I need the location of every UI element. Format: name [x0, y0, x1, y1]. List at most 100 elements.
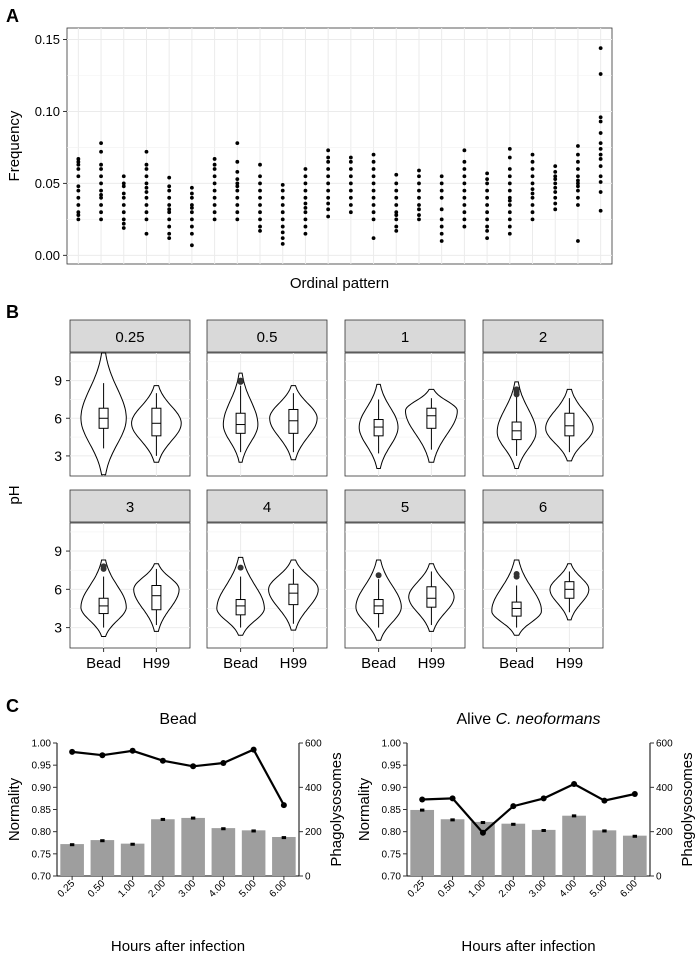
data-point — [121, 221, 126, 226]
data-point — [258, 195, 262, 200]
data-point — [235, 217, 240, 222]
error-bar — [160, 817, 166, 821]
data-point — [76, 203, 81, 207]
data-point — [212, 210, 217, 215]
data-point — [439, 224, 444, 229]
data-point — [394, 203, 399, 207]
data-point — [598, 72, 603, 76]
x-tick-label: H99 — [418, 655, 446, 672]
data-point — [348, 167, 353, 171]
data-point — [121, 191, 126, 196]
normality-bar — [440, 819, 465, 876]
data-point — [485, 188, 490, 193]
data-point — [258, 181, 262, 186]
data-point — [99, 162, 103, 167]
facet-4: 4 Bead H99 — [206, 489, 328, 672]
data-point — [76, 162, 81, 167]
y-axis-label-left: Normality — [356, 777, 373, 841]
box-iqr — [288, 583, 299, 606]
error-bar — [450, 818, 455, 822]
data-point — [167, 207, 172, 212]
y-tick-label-left: 0.90 — [32, 783, 52, 794]
y-tick-label-right: 200 — [656, 827, 673, 838]
data-point — [348, 174, 353, 179]
error-bar — [100, 839, 105, 843]
data-point — [394, 213, 399, 217]
box-iqr — [151, 585, 162, 611]
data-point — [371, 195, 376, 200]
facet-0.5: 0.5 — [206, 319, 328, 477]
data-point — [485, 171, 490, 176]
error-bar — [571, 814, 577, 818]
phagolysosome-point — [69, 748, 76, 755]
facet-3: 3 3 6 9 Bead H99 — [54, 489, 191, 672]
y-tick-label-left: 0.95 — [32, 761, 52, 772]
x-tick-label: 1.00 — [116, 878, 138, 900]
data-point — [348, 188, 353, 193]
data-point — [280, 241, 285, 246]
facet-strip — [344, 489, 466, 523]
data-point — [189, 205, 194, 210]
normality-bar — [211, 828, 236, 876]
y-tick-label-left: 0.70 — [382, 872, 402, 883]
data-point — [167, 224, 172, 229]
facet-0.25: 0.25 3 6 9 — [54, 319, 191, 477]
panel-label-c: C — [6, 696, 19, 716]
y-axis-label-left: Normality — [6, 777, 23, 841]
data-point — [76, 195, 81, 200]
data-point — [303, 201, 308, 206]
data-point — [598, 115, 603, 120]
phagolysosome-point — [449, 795, 456, 802]
phagolysosome-line — [71, 748, 285, 806]
data-point — [371, 159, 376, 164]
data-point — [167, 195, 172, 200]
phagolysosome-point — [479, 829, 486, 836]
y-tick-label: 0.10 — [35, 104, 60, 119]
data-point — [303, 224, 308, 229]
phagolysosome-point — [571, 781, 578, 788]
data-point — [394, 217, 399, 222]
x-axis-label: Hours after infection — [461, 938, 595, 955]
data-point — [76, 188, 81, 193]
outlier-point — [237, 564, 244, 571]
data-point — [598, 208, 603, 213]
normality-bar — [471, 821, 495, 876]
facet-1: 1 — [344, 319, 466, 477]
data-point — [235, 203, 240, 207]
outlier-point — [237, 377, 244, 384]
data-point — [394, 229, 399, 233]
x-tick-label: 0.25 — [406, 878, 428, 900]
y-tick-label-left: 0.75 — [382, 849, 402, 860]
data-point — [417, 174, 421, 179]
phagolysosome-line — [422, 782, 636, 835]
data-point — [598, 157, 603, 161]
x-tick-label: 4.00 — [207, 878, 229, 900]
data-point — [553, 174, 558, 179]
data-point — [303, 231, 308, 236]
data-point — [462, 210, 467, 215]
data-point — [258, 162, 262, 167]
data-point — [144, 217, 149, 222]
data-point — [258, 229, 262, 233]
data-point — [258, 203, 262, 207]
data-point — [280, 236, 285, 240]
data-point — [189, 217, 194, 222]
y-axis-label: Frequency — [6, 110, 23, 181]
data-point — [326, 195, 331, 200]
data-point — [507, 231, 512, 236]
y-tick-label-right: 400 — [656, 783, 673, 794]
data-point — [507, 188, 512, 193]
data-point — [258, 210, 262, 215]
data-point — [507, 155, 512, 160]
data-point — [76, 213, 81, 217]
data-point — [530, 152, 535, 157]
error-bar — [480, 821, 486, 825]
phagolysosome-point — [129, 747, 136, 754]
x-tick-label: Bead — [361, 655, 396, 672]
data-point — [462, 224, 467, 229]
phagolysosome-point — [419, 796, 426, 803]
data-point — [371, 203, 376, 207]
x-tick-label: 0.50 — [86, 878, 108, 900]
phagolysosome-point — [159, 757, 166, 764]
phagolysosome-point — [280, 802, 287, 809]
